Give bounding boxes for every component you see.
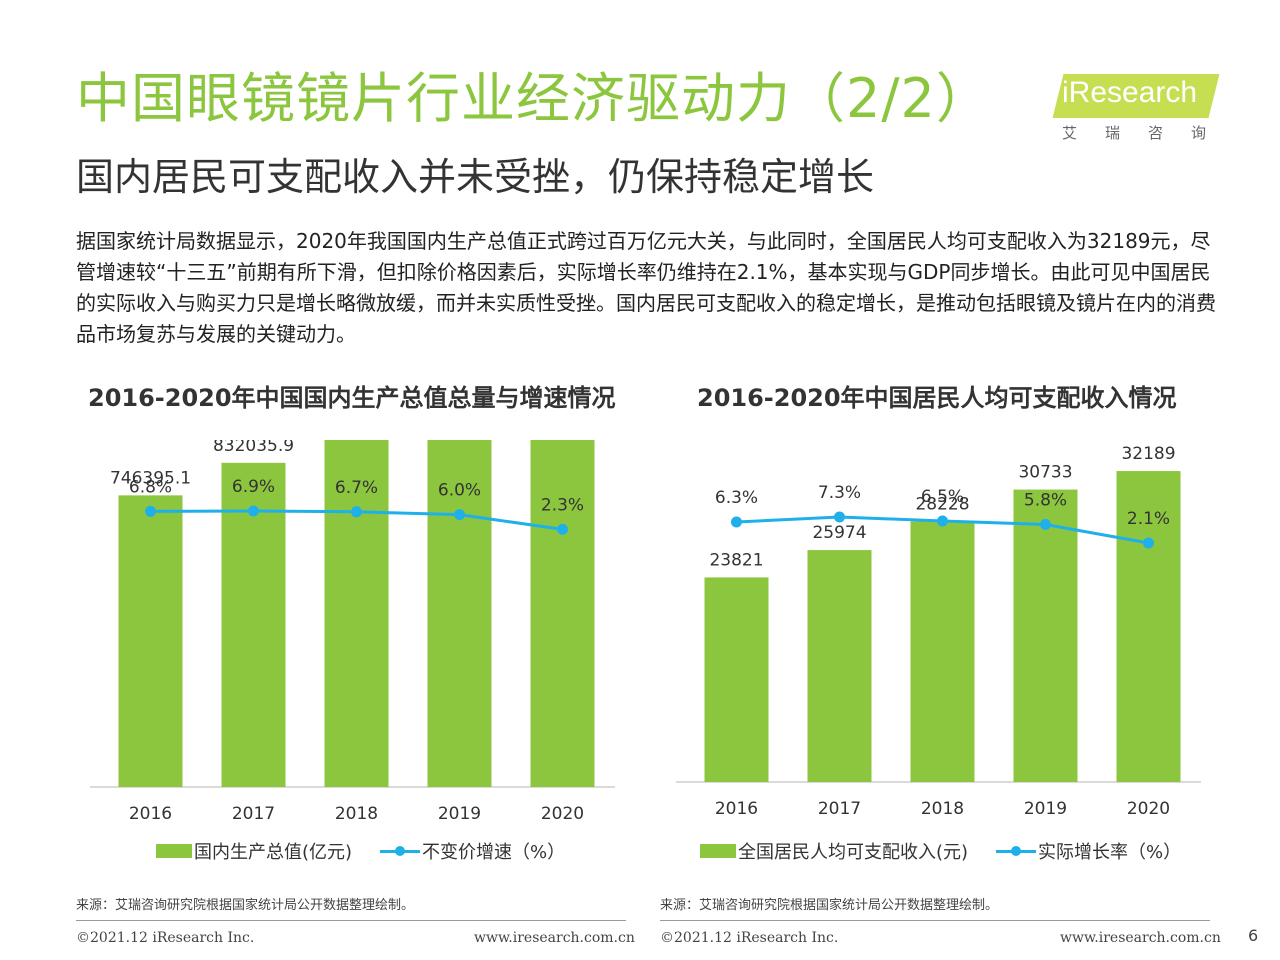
rate-label: 7.3% xyxy=(818,483,861,503)
chart-2-title: 2016-2020年中国居民人均可支配收入情况 xyxy=(697,384,1177,412)
bar-2017 xyxy=(807,550,872,782)
bar-2018 xyxy=(324,440,389,787)
bar-2017 xyxy=(221,462,286,787)
rate-point-2018 xyxy=(351,506,362,518)
logo-wordmark: iResearch xyxy=(1062,76,1198,109)
chart-2-income: 23821 2016 25974 2017 28228 2018 30733 2019 3218… xyxy=(676,444,1201,819)
rate-label: 6.9% xyxy=(232,477,275,497)
rate-label: 2.1% xyxy=(1127,509,1170,529)
x-tick-label: 2016 xyxy=(715,799,758,819)
bar-value-label: 832035.9 xyxy=(213,440,294,456)
x-tick-label: 2020 xyxy=(541,804,584,824)
legend-line-label: 不变价增速（%） xyxy=(422,842,566,863)
rate-label: 6.7% xyxy=(335,478,378,498)
rate-point-2019 xyxy=(1040,519,1051,530)
footer-divider-left xyxy=(76,920,626,921)
chart-1-gdp: 746395.12016832035.92017919281.120189865… xyxy=(90,440,615,824)
x-tick-label: 2018 xyxy=(921,799,964,819)
footer-url-right[interactable]: www.iresearch.com.cn xyxy=(1060,930,1221,946)
x-tick-label: 2019 xyxy=(1024,799,1067,819)
page-subtitle: 国内居民可支配收入并未受挫，仍保持稳定增长 xyxy=(76,155,875,199)
rate-label: 6.0% xyxy=(438,481,481,501)
chart-2-source: 来源：艾瑞咨询研究院根据国家统计局公开数据整理绘制。 xyxy=(660,898,999,913)
page-number: 6 xyxy=(1248,926,1259,945)
rate-label: 6.3% xyxy=(715,488,758,508)
bar-value-label: 30733 xyxy=(1018,463,1072,483)
rate-point-2017 xyxy=(834,511,845,523)
rate-label: 6.8% xyxy=(129,477,172,497)
legend-line-label: 实际增长率（%） xyxy=(1038,842,1182,863)
rate-label: 5.8% xyxy=(1024,491,1067,511)
chart-2-legend: 全国居民人均可支配收入(元) 实际增长率（%） xyxy=(700,838,1181,864)
rate-point-2020 xyxy=(557,523,568,535)
x-tick-label: 2020 xyxy=(1127,799,1170,819)
logo-chinese: 艾瑞咨询 xyxy=(1062,124,1235,142)
rate-point-2018 xyxy=(937,515,948,527)
iresearch-logo: iResearch 艾瑞咨询 xyxy=(1052,68,1220,148)
rate-point-2016 xyxy=(731,516,742,528)
bar-value-label: 32189 xyxy=(1121,444,1175,464)
rate-point-2016 xyxy=(145,505,156,517)
chart-1-source: 来源：艾瑞咨询研究院根据国家统计局公开数据整理绘制。 xyxy=(76,898,415,913)
rate-point-2017 xyxy=(248,505,259,517)
bar-2019 xyxy=(427,440,492,787)
chart-1-title: 2016-2020年中国国内生产总值总量与增速情况 xyxy=(88,384,616,412)
bar-2016 xyxy=(118,495,183,787)
legend-bar-label: 国内生产总值(亿元) xyxy=(194,842,353,863)
legend-bar-label: 全国居民人均可支配收入(元) xyxy=(738,842,969,863)
bar-value-label: 23821 xyxy=(709,550,763,570)
legend-bar-swatch xyxy=(156,844,192,858)
bar-value-label: 746395.1 xyxy=(110,468,191,488)
bar-value-label: 28228 xyxy=(915,494,969,514)
rate-label: 6.5% xyxy=(921,487,964,507)
legend-bar-swatch xyxy=(700,844,736,858)
rate-point-2019 xyxy=(454,509,465,521)
bar-2020 xyxy=(530,440,595,787)
rate-point-2020 xyxy=(1143,537,1154,549)
chart-1-legend: 国内生产总值(亿元) 不变价增速（%） xyxy=(156,838,565,864)
bar-2020 xyxy=(1116,471,1181,782)
bar-value-label: 25974 xyxy=(812,523,866,543)
footer-copyright-right: ©2021.12 iResearch Inc. xyxy=(660,930,839,946)
x-tick-label: 2017 xyxy=(818,799,861,819)
x-tick-label: 2018 xyxy=(335,804,378,824)
body-paragraph: 据国家统计局数据显示，2020年我国国内生产总值正式跨过百万亿元大关，与此同时，… xyxy=(76,229,1216,346)
footer-divider-right xyxy=(660,920,1210,921)
footer-copyright-left: ©2021.12 iResearch Inc. xyxy=(76,930,255,946)
legend-line-swatch xyxy=(380,844,421,858)
page-title: 中国眼镜镜片行业经济驱动力（2/2） xyxy=(76,67,991,130)
legend-line-swatch xyxy=(996,844,1037,858)
bar-2018 xyxy=(910,521,975,782)
x-tick-label: 2019 xyxy=(438,804,481,824)
rate-label: 2.3% xyxy=(541,495,584,515)
bar-2016 xyxy=(704,577,769,782)
x-tick-label: 2016 xyxy=(129,804,172,824)
footer-url-left[interactable]: www.iresearch.com.cn xyxy=(474,930,635,946)
x-tick-label: 2017 xyxy=(232,804,275,824)
bar-2019 xyxy=(1013,489,1078,782)
